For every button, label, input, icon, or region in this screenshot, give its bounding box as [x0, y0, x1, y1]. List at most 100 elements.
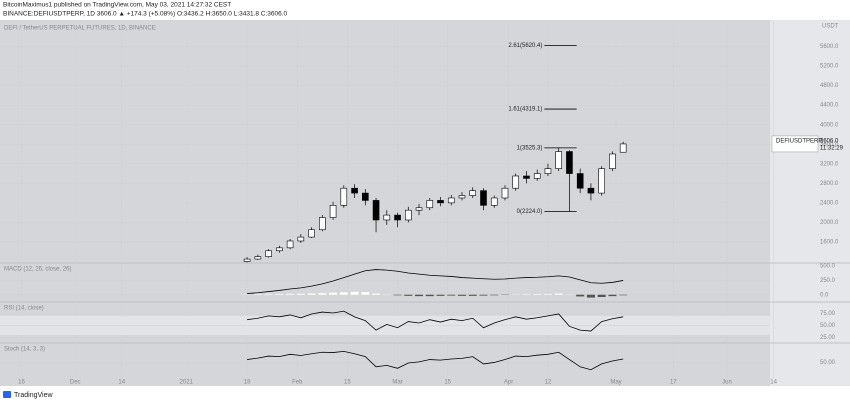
histogram-bar [608, 294, 617, 297]
histogram-bar [425, 294, 434, 297]
x-tick-label: 16 [18, 380, 25, 386]
histogram-bar [533, 294, 542, 295]
histogram-bar [586, 294, 595, 298]
x-tick-label: Apr [504, 380, 513, 386]
price-tag-price: 3606.0 [820, 139, 839, 145]
histogram-bar [372, 293, 381, 295]
fib-label: 0(2224.0) [517, 209, 543, 215]
candle-body [437, 200, 444, 204]
candle-body [383, 214, 391, 221]
price-tag-countdown: 11:32:29 [820, 146, 844, 152]
histogram-bar [458, 294, 466, 296]
candle-body [587, 187, 595, 194]
x-tick-label: 18 [244, 380, 251, 386]
candle-body [480, 190, 487, 206]
y-tick-label: 50.00 [820, 323, 836, 329]
candle-body [276, 247, 283, 252]
histogram-bar [436, 294, 445, 296]
histogram-bar [447, 294, 456, 296]
histogram-bar [350, 291, 359, 295]
histogram-bar [415, 294, 424, 297]
y-tick-label: 3200.0 [820, 161, 839, 167]
candle-body [415, 207, 423, 211]
candle-body [501, 187, 509, 199]
fib-label: 2.61(5620.4) [508, 43, 542, 49]
y-tick-label: 5600.0 [820, 44, 839, 50]
axis-unit: USDT [822, 24, 839, 30]
y-tick-label: 4400.0 [820, 103, 839, 109]
x-tick-label: Dec [70, 380, 81, 386]
histogram-bar [307, 293, 316, 295]
indicator-line [247, 350, 624, 371]
y-tick-label: 75.00 [820, 311, 836, 317]
pane-title: MACD (12, 26, close, 26) [4, 267, 71, 273]
histogram-bar [490, 294, 499, 296]
candle-body [394, 214, 401, 221]
candle-body [609, 153, 616, 169]
candle-body [265, 250, 272, 257]
histogram-bar [286, 293, 295, 295]
histogram-bar [576, 294, 585, 297]
candle-body [619, 143, 627, 153]
candle-body [254, 256, 262, 260]
x-tick-label: 15 [444, 380, 451, 386]
x-tick-label: 14 [770, 380, 777, 386]
histogram-bar [275, 294, 284, 295]
candle-body [404, 209, 412, 221]
candle-body [523, 175, 530, 179]
candle-body [340, 187, 348, 206]
histogram-bar [468, 294, 477, 296]
publisher-line: BitcoinMaximus1 published on TradingView… [3, 2, 231, 9]
x-tick-label: 14 [118, 380, 125, 386]
histogram-bar [393, 294, 402, 296]
x-tick-label: 2021 [180, 380, 194, 386]
y-tick-label: 2400.0 [820, 200, 839, 206]
y-tick-label: 25.00 [820, 335, 836, 341]
candle-body [447, 197, 455, 204]
histogram-bar [543, 294, 552, 295]
y-tick-label: 500.0 [820, 264, 836, 270]
price-axis-background [770, 20, 850, 386]
price-tag [771, 135, 819, 153]
pane-title: RSI (14, close) [4, 306, 44, 312]
histogram-bar [329, 292, 338, 295]
y-tick-label: 1600.0 [820, 240, 839, 246]
x-tick-label: 15 [344, 380, 351, 386]
candle-body [566, 151, 573, 174]
histogram-bar [597, 294, 606, 297]
histogram-bar [318, 293, 327, 295]
x-tick-label: Jun [722, 380, 732, 386]
histogram-bar [479, 294, 488, 296]
y-tick-label: 3600.0 [820, 142, 839, 148]
y-tick-label: 2000.0 [820, 220, 839, 226]
pane-title: DEFI / TetherUS PERPETUAL FUTURES, 1D, B… [4, 26, 156, 32]
y-tick-label: 250.0 [820, 278, 836, 284]
x-tick-label: Mar [392, 380, 402, 386]
fib-label: 1.61(4319.1) [508, 107, 542, 113]
brand: TradingView [14, 392, 53, 399]
histogram-bar [404, 294, 413, 296]
candle-body [351, 187, 358, 194]
histogram-bar [264, 294, 273, 295]
y-tick-label: 2800.0 [820, 181, 839, 187]
brand-logo [3, 391, 11, 398]
candle-body [319, 217, 326, 231]
pane-title: Stoch (14, 3, 3) [4, 347, 45, 353]
x-tick-label: 17 [670, 380, 677, 386]
y-tick-label: 0.0 [820, 292, 829, 298]
x-tick-label: Feb [292, 380, 303, 386]
candle-body [598, 168, 605, 194]
indicator-line [247, 310, 624, 332]
y-tick-label: 4800.0 [820, 83, 839, 89]
fib-label: 1(3525.3) [517, 145, 543, 151]
candle-body [297, 236, 305, 242]
candle-body [286, 240, 294, 249]
y-tick-label: 5200.0 [820, 64, 839, 70]
y-tick-label: 50.00 [820, 360, 836, 366]
y-tick-label: 4000.0 [820, 122, 839, 128]
x-tick-label: 12 [545, 380, 552, 386]
histogram-bar [296, 293, 305, 295]
candle-body [329, 205, 337, 218]
histogram-bar [361, 292, 370, 295]
